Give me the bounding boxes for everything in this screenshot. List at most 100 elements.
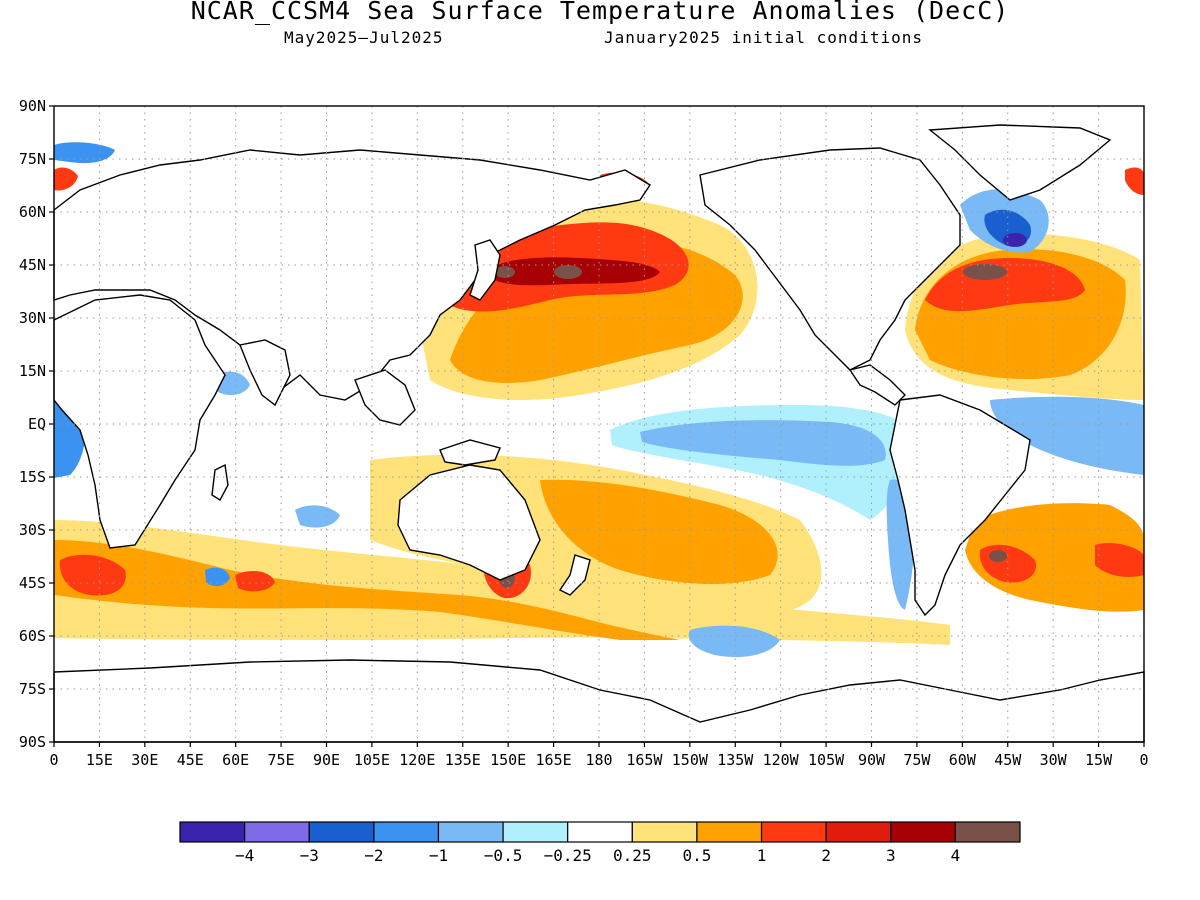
anomaly-japan-peak (495, 266, 515, 278)
legend-swatch (373, 821, 440, 843)
initial-conditions: January2025 initial conditions (604, 28, 923, 47)
land-eurasia (53, 149, 651, 401)
legend-swatch (890, 821, 956, 843)
legend-swatch (825, 821, 892, 843)
land-new-zealand (558, 554, 591, 596)
land-madagascar (211, 463, 229, 501)
lon-label: 30W (1040, 751, 1068, 769)
continents (53, 124, 1145, 743)
lon-label: 45E (177, 751, 204, 769)
forecast-period: May2025–Jul2025 (284, 28, 444, 47)
legend-swatch (437, 821, 504, 843)
lon-label: 0 (49, 751, 58, 769)
land-greenland (928, 124, 1112, 201)
anomaly-south-atlantic-peak (989, 550, 1007, 562)
legend-label: −4 (235, 846, 254, 865)
latitude-axis: 90N 75N 60N 45N 30N 15N EQ 15S 30S 45S 60S 75S 90S (19, 97, 54, 751)
lon-label: 150W (672, 751, 709, 769)
lon-label: 165W (626, 751, 663, 769)
legend-label: 0.5 (682, 846, 711, 865)
lon-label: 60E (222, 751, 249, 769)
anomaly-indian-cool-2 (205, 567, 230, 587)
anomaly-gulf-stream-peak (963, 264, 1007, 280)
legend-label: 1 (757, 846, 767, 865)
lat-label: EQ (28, 415, 46, 433)
land-australia (397, 464, 541, 581)
legend-swatch (954, 821, 1021, 843)
lon-label: 75E (268, 751, 295, 769)
land-southeast-asia (354, 369, 416, 426)
lon-label: 30E (131, 751, 158, 769)
lon-label: 0 (1139, 751, 1148, 769)
lat-label: 75N (19, 150, 46, 168)
lat-label: 60S (19, 627, 46, 645)
lon-label: 60W (949, 751, 977, 769)
lat-label: 30S (19, 521, 46, 539)
legend-swatch (631, 821, 698, 843)
lon-label: 15E (86, 751, 113, 769)
longitude-axis: 0 15E 30E 45E 60E 75E 90E 105E 120E 135E 150E 165E 1… (49, 742, 1149, 769)
lon-label: 90W (858, 751, 886, 769)
legend-swatch (567, 821, 633, 843)
anomaly-labrador-min (1003, 233, 1027, 247)
land-central-america (848, 364, 906, 406)
lon-label: 120W (763, 751, 800, 769)
legend-label: 4 (951, 846, 961, 865)
anomaly-kuroshio-peak (554, 265, 582, 279)
lon-label: 15W (1085, 751, 1113, 769)
lon-label: 165E (536, 751, 572, 769)
legend-swatch (308, 821, 375, 843)
land-new-guinea (439, 439, 501, 466)
lon-label: 105W (808, 751, 845, 769)
anomaly-south-atlantic-strong-2 (1095, 543, 1144, 577)
lon-label: 105E (354, 751, 390, 769)
anomaly-tropical-pacific-cold (640, 420, 886, 466)
lat-label: 45N (19, 256, 46, 274)
land-japan (469, 239, 501, 301)
anomaly-indian-cool-1 (295, 505, 340, 528)
lon-label: 180 (585, 751, 612, 769)
lon-label: 75W (903, 751, 931, 769)
anomaly-south-pacific-moderate (540, 479, 778, 585)
lon-label: 120E (399, 751, 435, 769)
land-south-america (889, 394, 1031, 617)
anomaly-antarctic-pacific-cool (688, 625, 780, 658)
anomaly-east-norway-warm (1125, 167, 1144, 195)
legend-swatch (179, 821, 246, 843)
lat-label: 60N (19, 203, 46, 221)
legend-swatch (760, 821, 827, 843)
anomaly-southern-ocean-moderate (54, 540, 680, 640)
lat-label: 15N (19, 362, 46, 380)
legend-label: 0.25 (613, 846, 652, 865)
legend-label: 3 (886, 846, 896, 865)
legend-label: −3 (300, 846, 319, 865)
legend-label: 2 (821, 846, 831, 865)
legend-label: −0.25 (544, 846, 592, 865)
anomaly-south-indian-strong (59, 554, 126, 596)
lon-label: 135W (717, 751, 754, 769)
legend-label: −2 (364, 846, 383, 865)
land-africa (53, 294, 226, 549)
legend-swatch (696, 821, 763, 843)
anomaly-south-indian-strong-2 (235, 570, 275, 592)
legend-swatch (244, 821, 310, 843)
legend-label: −0.5 (484, 846, 523, 865)
lat-label: 90N (19, 97, 46, 115)
lat-label: 75S (19, 680, 46, 698)
lon-label: 90E (313, 751, 340, 769)
legend-label: −1 (429, 846, 448, 865)
anomaly-norway-warm (54, 167, 78, 191)
lat-label: 15S (19, 468, 46, 486)
anomaly-barents-cool (54, 142, 115, 164)
land-antarctica (53, 659, 1145, 743)
color-legend: −4 −3 −2 −1 −0.5 −0.25 0.25 0.5 1 2 3 4 (179, 821, 1021, 865)
anomaly-field (54, 142, 1144, 658)
land-india (239, 339, 291, 407)
lat-label: 45S (19, 574, 46, 592)
lat-label: 30N (19, 309, 46, 327)
lon-label: 45W (994, 751, 1022, 769)
lon-label: 150E (490, 751, 526, 769)
anomaly-tropical-atlantic-cool (990, 396, 1144, 475)
legend-swatch (502, 821, 569, 843)
